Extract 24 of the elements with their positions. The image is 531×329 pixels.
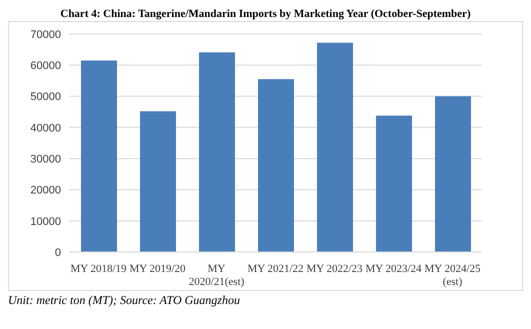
bar — [317, 42, 353, 252]
bar — [435, 96, 471, 252]
text: Unit: metric ton (MT); Source: ATO Guangzhou — [8, 293, 241, 308]
x-tick-label: MY 2021/22 — [247, 263, 304, 275]
y-tick-label: 0 — [54, 246, 61, 259]
bar — [81, 60, 117, 252]
y-tick-label: 50000 — [30, 91, 61, 104]
bar — [376, 116, 412, 252]
x-tick-label: MY 2020/21(est) — [188, 263, 245, 288]
y-tick-label: 40000 — [30, 122, 61, 134]
y-tick-label: 20000 — [30, 184, 61, 197]
x-tick-label: MY 2024/25 (est) — [424, 263, 482, 288]
x-tick-label: MY 2023/24 — [365, 263, 422, 275]
x-tick-label: MY 2018/19 — [70, 263, 128, 275]
chart-title: Chart 4: China: Tangerine/Mandarin Imports by Marketing Year (October-September) — [59, 8, 472, 21]
y-tick-label: 30000 — [30, 153, 61, 166]
bar — [199, 52, 235, 252]
x-tick-label: MY 2022/23 — [306, 263, 364, 275]
y-tick-label: 60000 — [30, 60, 61, 72]
bar — [258, 79, 294, 252]
y-tick-label: 70000 — [30, 28, 61, 41]
y-tick-label: 10000 — [30, 216, 61, 228]
bar — [140, 111, 176, 252]
x-tick-label: MY 2019/20 — [129, 263, 186, 275]
